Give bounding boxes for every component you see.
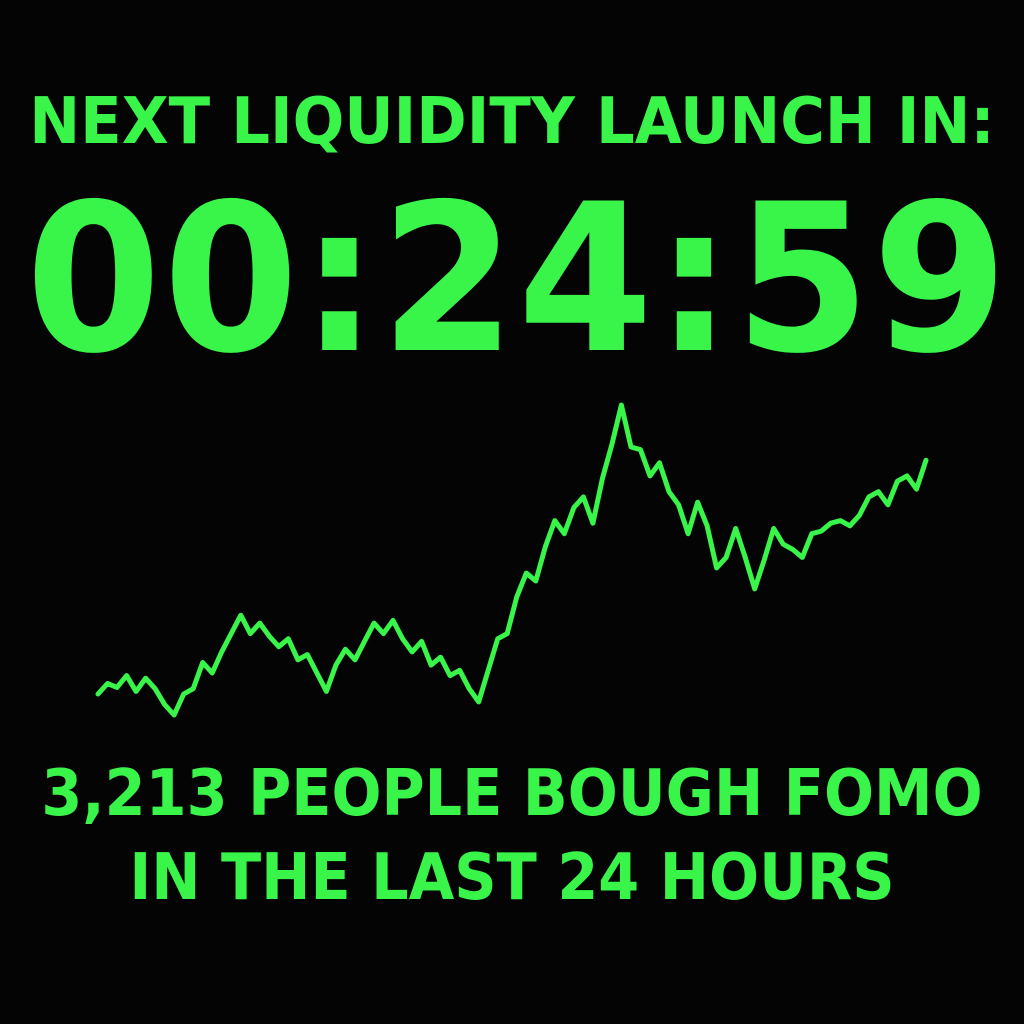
price-sparkline <box>95 402 929 718</box>
countdown-timer: 00:24:59 <box>25 161 1010 399</box>
social-proof-line-1: 3,213 PEOPLE BOUGH FOMO <box>41 757 983 831</box>
headline: NEXT LIQUIDITY LAUNCH IN: <box>29 85 995 159</box>
social-proof-line-2: IN THE LAST 24 HOURS <box>129 841 895 915</box>
sparkline-line <box>95 402 929 718</box>
social-proof-text: 3,213 PEOPLE BOUGH FOMO IN THE LAST 24 H… <box>41 752 983 920</box>
